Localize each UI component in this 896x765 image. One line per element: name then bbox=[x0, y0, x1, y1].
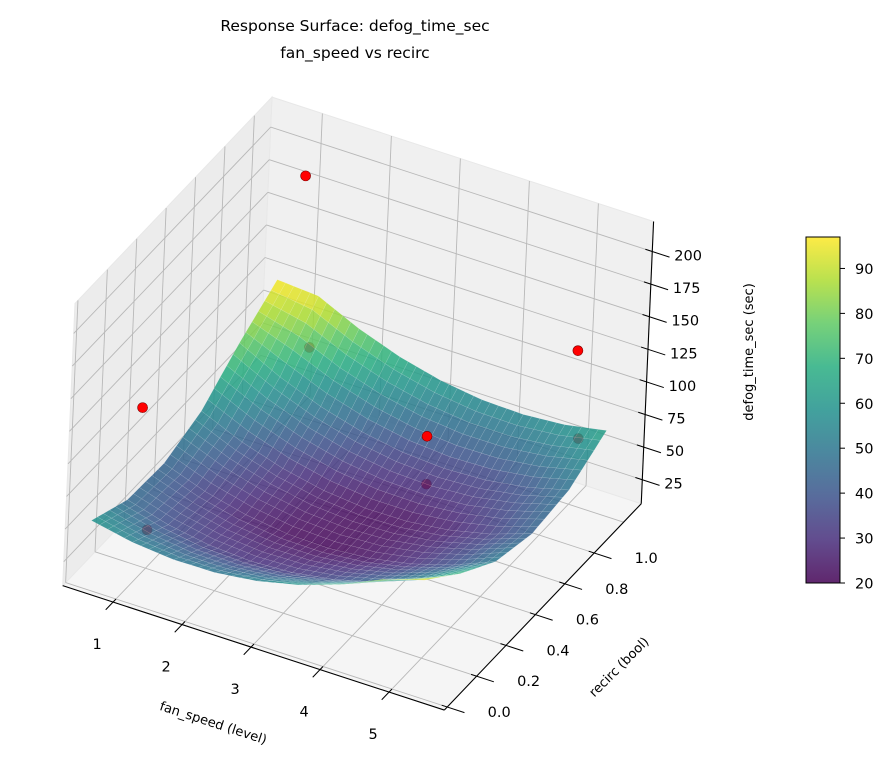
z-tick bbox=[645, 248, 670, 258]
x-tick-label: 1 bbox=[92, 637, 101, 653]
y-gridline bbox=[94, 269, 108, 552]
z-gridline bbox=[66, 289, 264, 497]
data-point bbox=[137, 402, 148, 413]
y-gridline bbox=[65, 300, 79, 583]
surface-facet bbox=[541, 504, 558, 513]
colorbar-tick-label: 90 bbox=[855, 262, 873, 278]
colorbar-tick-label: 40 bbox=[855, 487, 873, 503]
y-gridline bbox=[65, 582, 448, 708]
axis-lines bbox=[62, 221, 670, 714]
y-tick-label: 0.0 bbox=[488, 705, 511, 721]
x-axis-label: fan_speed (level) bbox=[158, 699, 269, 748]
response-surface bbox=[90, 279, 608, 586]
z-gridline bbox=[70, 191, 269, 399]
surface-facet bbox=[591, 429, 608, 441]
z-gridline bbox=[269, 159, 651, 285]
surface-facet bbox=[585, 439, 601, 451]
z-axis-line bbox=[640, 221, 655, 504]
x-tick bbox=[312, 666, 324, 678]
surface-facet bbox=[481, 561, 496, 565]
x-tick-label: 5 bbox=[368, 727, 377, 743]
colorbar-tick-label: 60 bbox=[855, 397, 873, 413]
y-tick bbox=[500, 643, 524, 652]
x-gridline bbox=[388, 485, 587, 693]
z-tick-label: 175 bbox=[673, 281, 701, 297]
colorbar-tick-label: 20 bbox=[855, 577, 873, 593]
y-tick-label: 0.2 bbox=[517, 674, 540, 690]
z-gridline bbox=[71, 159, 270, 367]
z-gridline bbox=[64, 322, 263, 530]
x-tick bbox=[174, 621, 186, 633]
y-tick bbox=[441, 704, 465, 714]
y-gridline bbox=[94, 551, 477, 677]
z-gridline bbox=[73, 126, 272, 334]
data-point bbox=[421, 431, 433, 442]
y-tick bbox=[588, 550, 612, 560]
y-gridline bbox=[182, 177, 197, 460]
z-tick bbox=[640, 346, 666, 356]
x-tick-label: 3 bbox=[230, 682, 239, 698]
colorbar: 20 30 40 50 60 70 80 90 bbox=[805, 236, 873, 593]
scatter-points-above-surface bbox=[137, 170, 584, 442]
data-point bbox=[300, 170, 311, 182]
colorbar-tick-label: 30 bbox=[855, 532, 873, 548]
x-tick bbox=[243, 643, 255, 656]
z-tick-label: 100 bbox=[669, 379, 697, 395]
z-gridline bbox=[267, 191, 650, 318]
surface-facet bbox=[486, 556, 503, 563]
x-axis-line bbox=[62, 585, 445, 711]
surface-facet bbox=[416, 578, 431, 581]
tick-labels: 1 2 3 4 5 0.0 0.2 0.4 0.6 0.8 1.0 25 50 75 100 125 150 17… bbox=[92, 249, 702, 744]
z-tick-label: 200 bbox=[674, 249, 702, 265]
z-tick-label: 25 bbox=[664, 477, 682, 493]
z-gridline bbox=[264, 257, 647, 383]
x-tick-label: 4 bbox=[299, 705, 308, 721]
x-tick bbox=[381, 688, 393, 701]
z-tick-label: 125 bbox=[670, 346, 698, 362]
colorbar-tick-label: 70 bbox=[855, 352, 873, 368]
colorbar-tick-label: 80 bbox=[855, 307, 873, 323]
surface-facet bbox=[510, 538, 527, 544]
chart-title-line-2: fan_speed vs recirc bbox=[280, 44, 429, 63]
y-axis-label: recirc (bool) bbox=[587, 635, 653, 701]
surface-facet bbox=[463, 567, 478, 571]
z-tick-label: 150 bbox=[671, 314, 699, 330]
z-gridline bbox=[270, 126, 653, 252]
y-tick-label: 1.0 bbox=[635, 551, 658, 567]
surface-facet bbox=[475, 563, 490, 567]
y-tick bbox=[529, 612, 553, 621]
surface-facet bbox=[445, 573, 461, 576]
data-point bbox=[572, 345, 584, 356]
x-tick bbox=[105, 598, 117, 611]
y-tick bbox=[559, 581, 583, 590]
y-gridline bbox=[153, 207, 167, 491]
y-tick-label: 0.4 bbox=[546, 643, 569, 659]
z-tick-label: 50 bbox=[666, 444, 684, 460]
y-axis-line bbox=[443, 503, 642, 711]
colorbar-tick-label: 50 bbox=[855, 442, 873, 458]
y-gridline bbox=[212, 146, 226, 429]
chart-title-line-1: Response Surface: defog_time_sec bbox=[220, 17, 489, 36]
surface-facet bbox=[469, 565, 484, 569]
z-tick bbox=[638, 411, 663, 421]
x-tick-label: 2 bbox=[161, 660, 170, 676]
surface-facet bbox=[566, 469, 582, 481]
z-tick bbox=[636, 444, 662, 454]
z-tick bbox=[642, 314, 667, 323]
y-tick bbox=[470, 673, 495, 683]
z-tick-label: 75 bbox=[667, 412, 685, 428]
z-tick bbox=[643, 281, 669, 291]
y-tick-label: 0.8 bbox=[605, 582, 628, 598]
z-gridline bbox=[266, 224, 649, 350]
z-gridline bbox=[67, 257, 266, 465]
z-gridline bbox=[69, 224, 267, 432]
colorbar-gradient bbox=[805, 236, 841, 584]
y-gridline bbox=[123, 238, 138, 521]
y-tick-label: 0.6 bbox=[576, 613, 599, 629]
z-tick bbox=[639, 379, 664, 389]
z-axis-label: defog_time_sec (sec) bbox=[742, 283, 757, 421]
surface-facet bbox=[428, 576, 443, 579]
z-tick bbox=[635, 477, 660, 486]
